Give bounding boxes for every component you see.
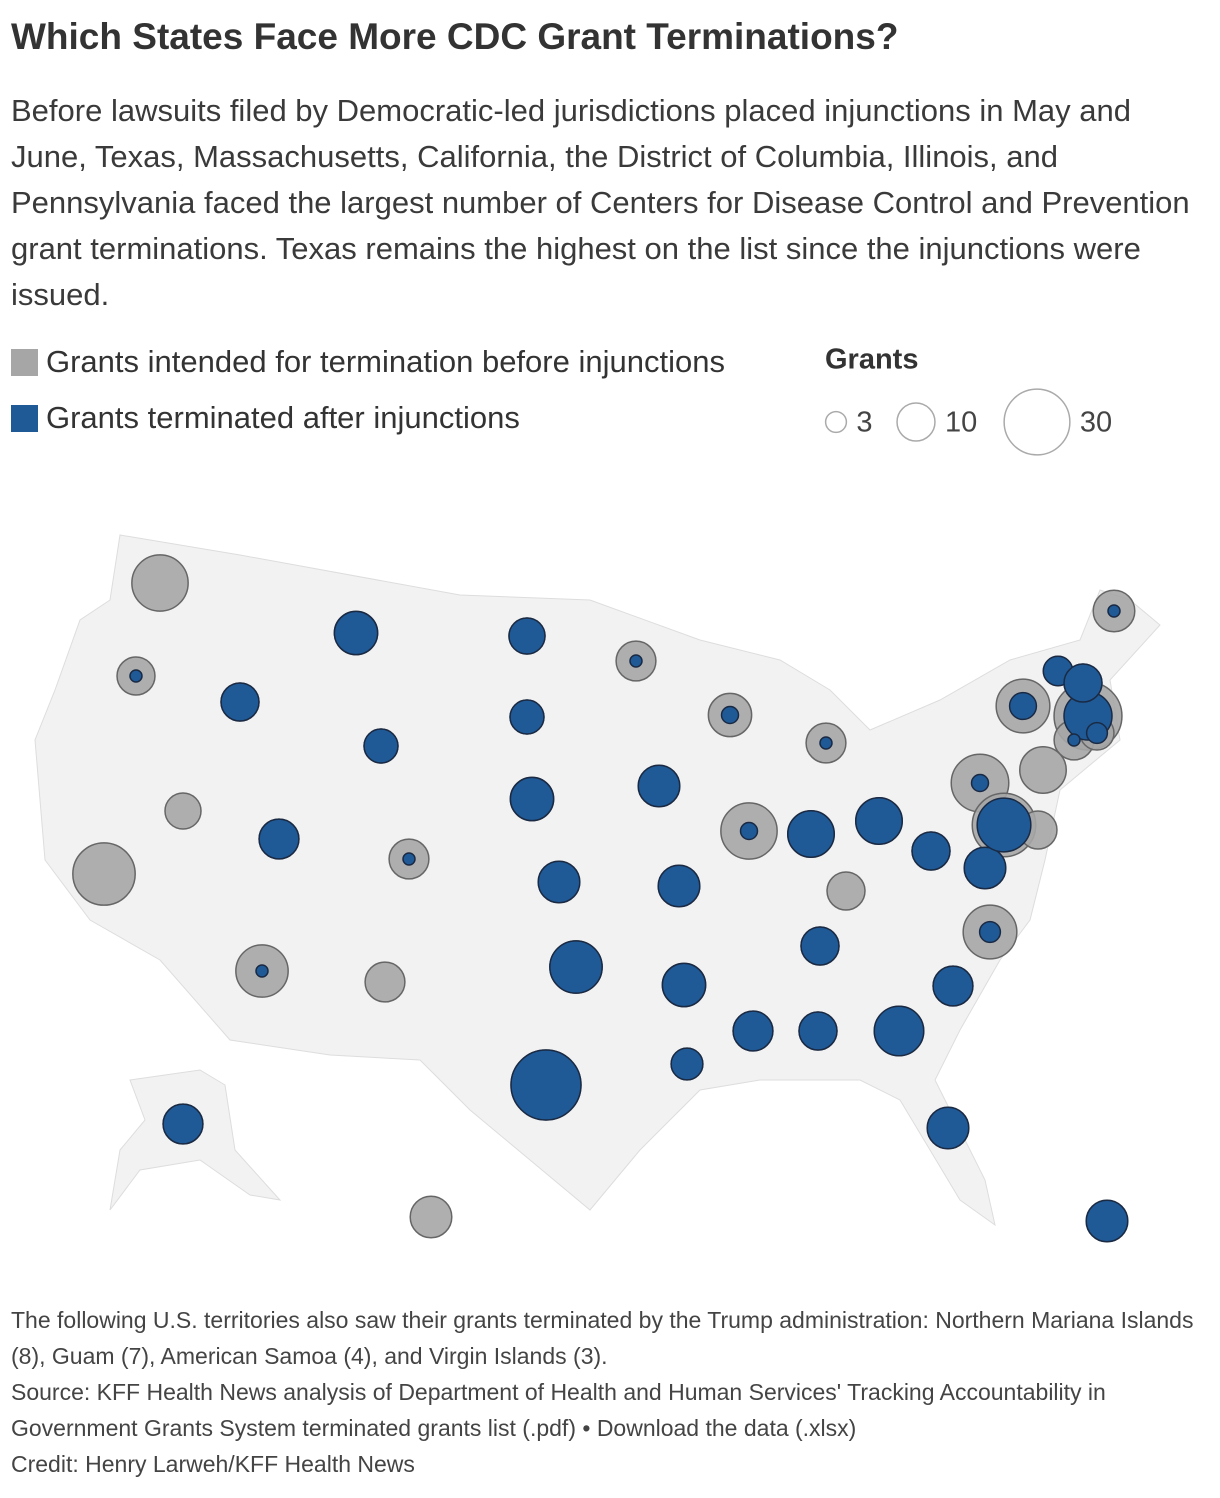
after-circle [855,797,903,845]
after-circle [720,705,740,725]
legend-label: Grants terminated after injunctions [46,400,520,435]
after-circle [739,821,759,841]
before-circle [409,1195,453,1239]
before-circle [72,842,136,906]
after-circle [1085,721,1109,745]
after-circle [537,860,581,904]
legend-label: Grants intended for termination before i… [46,344,725,379]
after-circle [509,699,545,735]
size-legend-circle [824,410,848,434]
after-circle [800,926,840,966]
chart-subtitle: Before lawsuits filed by Democratic-led … [11,93,1190,312]
before-circle [1019,746,1067,794]
legend-swatch [11,348,38,376]
size-legend-label: 10 [945,407,977,439]
notes: The following U.S. territories also saw … [11,1302,1211,1482]
after-circle [732,1010,774,1052]
after-circle [787,810,835,858]
after-circle [363,728,399,764]
size-legend-title: Grants [825,344,918,376]
before-circle [364,961,406,1003]
after-circle [1067,733,1081,747]
after-circle [402,852,416,866]
size-legend-circle [1003,388,1071,456]
before-circle [826,871,866,911]
size-legend-label: 3 [856,407,872,439]
after-circle [509,776,555,822]
after-circle [657,864,701,908]
after-circle [637,764,681,808]
after-circle [670,1047,704,1081]
after-circle [1085,1199,1129,1243]
after-circle [911,831,951,871]
size-legend-circle [896,402,936,442]
note: The following U.S. territories also saw … [11,1307,1194,1369]
before-circle [131,554,189,612]
before-circle [164,792,202,830]
after-circle [970,773,990,793]
after-circle [926,1106,970,1150]
after-circle [1107,604,1121,618]
after-circle [220,682,260,722]
after-circle [963,846,1007,890]
after-circle [258,818,300,860]
after-circle [978,920,1002,944]
after-circle [508,617,546,655]
after-circle [162,1103,204,1145]
after-circle [976,797,1032,853]
after-circle [1008,691,1038,721]
legend-item: Grants terminated after injunctions [11,400,520,436]
source: Source: KFF Health News analysis of Depa… [11,1379,1106,1441]
after-circle [873,1005,925,1057]
after-circle [629,654,643,668]
after-circle [549,940,603,994]
chart-title: Which States Face More CDC Grant Termina… [11,16,899,57]
map: Grants 3 10 30 [34,344,1161,1243]
after-circle [129,669,143,683]
after-circle [932,965,974,1007]
credit: Credit: Henry Larweh/KFF Health News [11,1451,415,1477]
after-circle [1063,663,1103,703]
legend-swatch [11,404,38,432]
after-circle [333,610,379,656]
after-circle [510,1049,582,1121]
after-circle [819,736,833,750]
size-legend-label: 30 [1080,407,1112,439]
after-circle [798,1011,838,1051]
after-circle [661,962,707,1008]
legend-item: Grants intended for termination before i… [11,344,725,380]
after-circle [255,964,269,978]
